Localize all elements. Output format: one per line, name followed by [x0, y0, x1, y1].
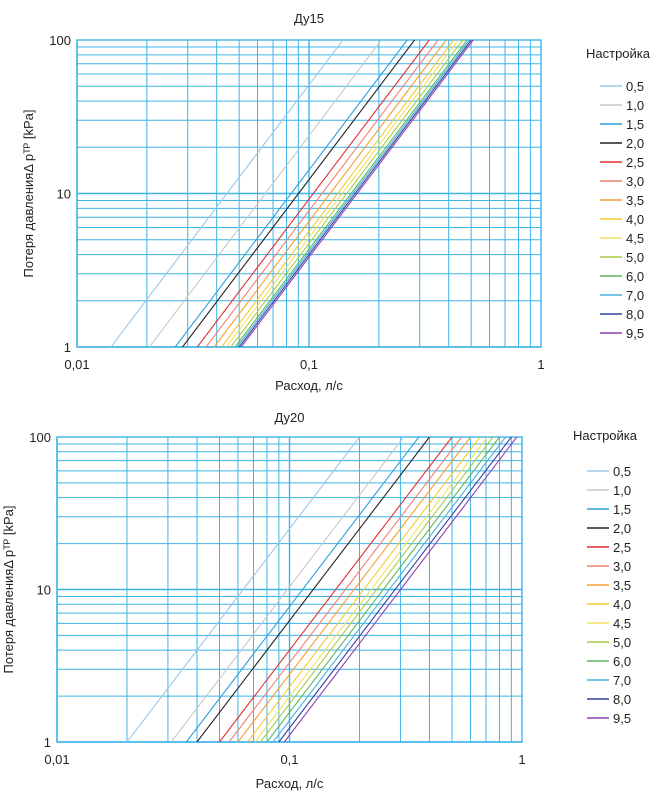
series-line-7-0: [272, 437, 507, 742]
series-line-2-0: [196, 437, 430, 742]
series-line-1-0: [170, 437, 405, 742]
legend-label: 3,0: [613, 559, 631, 574]
legend-label: 6,0: [626, 269, 644, 284]
legend-label: 2,0: [626, 136, 644, 151]
y-tick-label: 1: [44, 735, 51, 750]
series-line-0-5: [126, 437, 360, 742]
series-line-4-0: [247, 437, 481, 742]
legend-label: 4,5: [613, 616, 631, 631]
legend-label: 8,0: [613, 692, 631, 707]
series-line-2-5: [196, 40, 430, 347]
legend-label: 4,0: [613, 597, 631, 612]
x-axis-label: Расход, л/с: [275, 378, 343, 393]
legend-label: 1,5: [626, 117, 644, 132]
x-tick-label: 0,01: [64, 357, 89, 372]
legend-title: Настройка: [573, 428, 638, 443]
legend-title: Настройка: [586, 46, 651, 61]
legend-label: 7,0: [626, 288, 644, 303]
chart-du15: 0,01 0,1 1 1 10 100 Ду15 Расход, л/с Потеря давл…: [21, 11, 651, 393]
x-axis-label: Расход, л/с: [256, 776, 324, 791]
legend-label: 6,0: [613, 654, 631, 669]
plot-frame: [56, 436, 523, 743]
series-line-3-0: [228, 437, 463, 742]
y-tick-label: 100: [29, 430, 51, 445]
legend-label: 3,0: [626, 174, 644, 189]
series-line-4-5: [225, 40, 459, 347]
x-tick-label: 1: [518, 752, 525, 767]
grid: [56, 436, 523, 743]
series-line-9-5: [240, 40, 474, 347]
legend-label: 9,5: [613, 711, 631, 726]
chart-du20: 0,01 0,1 1 1 10 100 Ду20 Расход, л/с Потеря давл…: [1, 410, 638, 791]
series-line-4-5: [254, 437, 488, 742]
legend-label: 1,0: [613, 483, 631, 498]
series-line-1-5: [174, 40, 408, 347]
chart-title: Ду20: [274, 410, 304, 425]
legend-label: 2,5: [626, 155, 644, 170]
legend-label: 2,5: [613, 540, 631, 555]
series-line-6-0: [234, 40, 468, 347]
series-line-6-0: [266, 437, 500, 742]
legend-label: 4,0: [626, 212, 644, 227]
series-line-2-0: [182, 40, 415, 347]
series-line-3-0: [205, 40, 439, 347]
y-tick-label: 1: [64, 340, 71, 355]
legend-label: 7,0: [613, 673, 631, 688]
legend: Настройка 0,5 1,0 1,5 2,0 2,5 3,0 3,5 4,0 4,5 5,0 6…: [573, 428, 638, 726]
series-group: [110, 40, 474, 347]
series-line-7-0: [236, 40, 470, 347]
series-line-0-5: [110, 40, 344, 347]
y-axis-label: Потеря давленияΔ pᵀᴾ [kPa]: [1, 506, 16, 674]
series-line-1-0: [148, 40, 382, 347]
plot-frame: [76, 39, 542, 348]
series-line-5-0: [230, 40, 464, 347]
chart-title: Ду15: [294, 11, 324, 26]
legend-label: 5,0: [626, 250, 644, 265]
series-line-8-0: [278, 437, 512, 742]
grid: [76, 39, 542, 348]
legend-label: 9,5: [626, 326, 644, 341]
series-group: [126, 437, 518, 742]
series-line-3-5: [213, 40, 447, 347]
series-line-1-5: [185, 437, 420, 742]
y-tick-label: 10: [37, 583, 51, 598]
series-line-2-5: [219, 437, 453, 742]
legend-label: 3,5: [626, 193, 644, 208]
legend-label: 1,0: [626, 98, 644, 113]
x-tick-label: 0,01: [44, 752, 69, 767]
y-tick-label: 10: [57, 187, 71, 202]
series-line-5-0: [260, 437, 494, 742]
legend-label: 4,5: [626, 231, 644, 246]
legend-label: 2,0: [613, 521, 631, 536]
legend-label: 0,5: [613, 464, 631, 479]
x-tick-label: 0,1: [280, 752, 298, 767]
legend-label: 3,5: [613, 578, 631, 593]
y-tick-label: 100: [49, 33, 71, 48]
legend-label: 8,0: [626, 307, 644, 322]
series-line-4-0: [221, 40, 455, 347]
legend: Настройка 0,5 1,0 1,5 2,0 2,5 3,0 3,5 4,0 4,5 5,0 6…: [586, 46, 651, 341]
legend-label: 5,0: [613, 635, 631, 650]
series-line-8-0: [238, 40, 472, 347]
series-line-9-5: [283, 437, 518, 742]
series-line-3-5: [237, 437, 471, 742]
legend-label: 0,5: [626, 79, 644, 94]
legend-label: 1,5: [613, 502, 631, 517]
y-axis-label: Потеря давленияΔ pᵀᴾ [kPa]: [21, 110, 36, 278]
x-tick-label: 0,1: [300, 357, 318, 372]
x-tick-label: 1: [537, 357, 544, 372]
